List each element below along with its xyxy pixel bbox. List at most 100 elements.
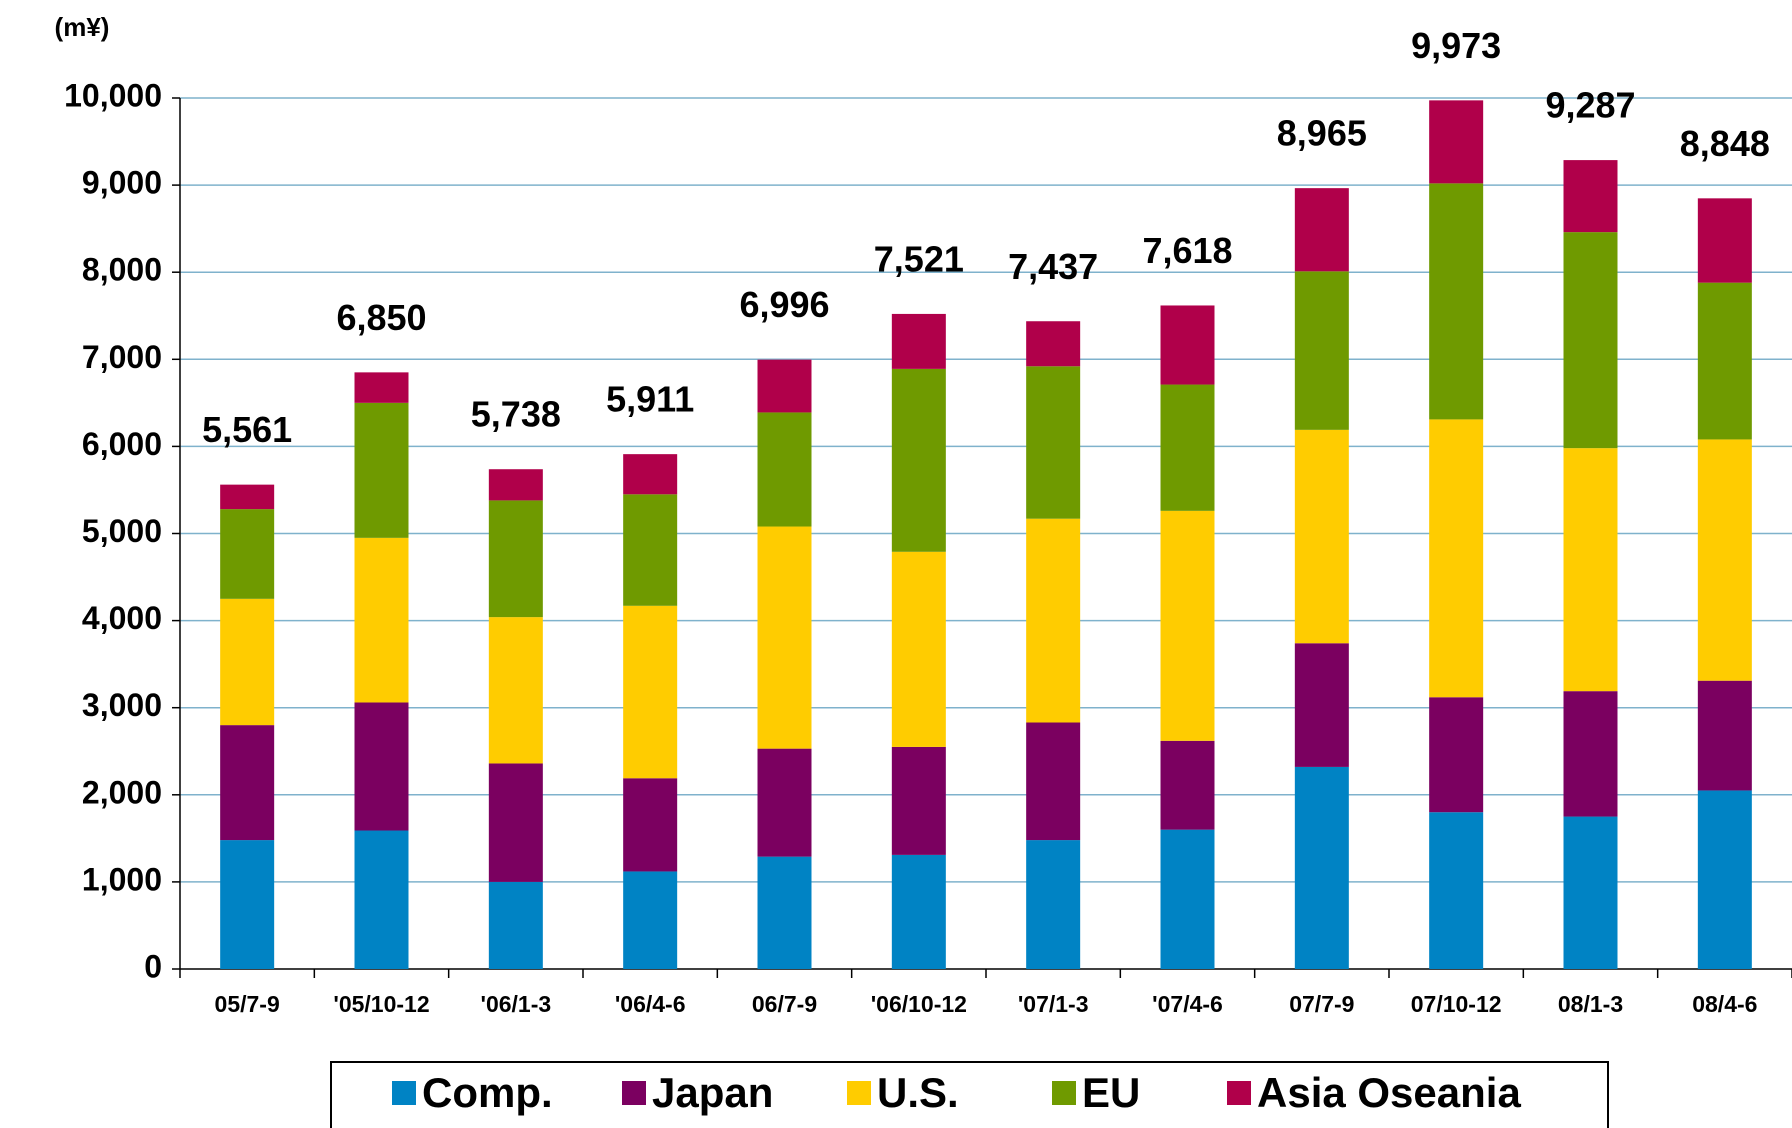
- y-tick-label: 6,000: [82, 426, 162, 462]
- bar-segment: [1563, 816, 1618, 969]
- bar-segment: [220, 840, 275, 969]
- y-tick-label: 3,000: [82, 687, 162, 723]
- x-tick-label: '06/4-6: [615, 991, 686, 1017]
- bar-segment: [891, 551, 946, 747]
- x-tick-label: 05/7-9: [215, 991, 280, 1017]
- bar-segment: [354, 830, 409, 969]
- bar-segment: [1697, 198, 1752, 283]
- legend-label: U.S.: [877, 1069, 959, 1116]
- bar-segment: [757, 526, 812, 749]
- bar-segment: [1160, 510, 1215, 741]
- bar-segment: [488, 500, 543, 618]
- total-label: 7,437: [1008, 246, 1098, 287]
- y-tick-label: 0: [144, 948, 162, 984]
- legend-label: EU: [1082, 1069, 1140, 1116]
- total-label: 9,287: [1545, 85, 1635, 126]
- bar-segment: [1294, 643, 1349, 767]
- y-tick-label: 8,000: [82, 252, 162, 288]
- y-tick-label: 10,000: [64, 77, 162, 113]
- x-tick-label: 06/7-9: [752, 991, 817, 1017]
- bar-segment: [757, 748, 812, 857]
- bar-segment: [220, 509, 275, 599]
- bar-segment: [891, 313, 946, 369]
- bar-segment: [757, 359, 812, 413]
- bar-segment: [1026, 722, 1081, 841]
- bar-segment: [757, 412, 812, 527]
- bar-segment: [220, 598, 275, 726]
- bar-segment: [1563, 448, 1618, 692]
- bar-segment: [623, 494, 678, 606]
- x-tick-label: '06/10-12: [871, 991, 967, 1017]
- legend-swatch: [1052, 1081, 1076, 1105]
- bar-segment: [1697, 282, 1752, 440]
- bar-segment: [354, 372, 409, 403]
- bar-segment: [1697, 439, 1752, 681]
- bar-segment: [1160, 384, 1215, 511]
- total-label: 7,618: [1142, 230, 1232, 271]
- y-tick-label: 7,000: [82, 339, 162, 375]
- bar-segment: [1429, 812, 1484, 969]
- y-tick-label: 4,000: [82, 600, 162, 636]
- bar-segment: [1563, 691, 1618, 817]
- bar-segment: [623, 605, 678, 779]
- legend-box: [330, 1061, 1609, 1128]
- legend-label: Asia Oseania: [1257, 1069, 1521, 1116]
- legend-swatch: [622, 1081, 646, 1105]
- bar-segment: [891, 746, 946, 855]
- total-label: 5,738: [471, 394, 561, 435]
- bar-segment: [488, 763, 543, 882]
- bar-segment: [757, 856, 812, 969]
- bar-segment: [623, 871, 678, 969]
- total-label: 6,996: [739, 284, 829, 325]
- x-tick-label: '07/1-3: [1018, 991, 1089, 1017]
- y-tick-label: 5,000: [82, 513, 162, 549]
- bar-segment: [1294, 766, 1349, 969]
- x-tick-label: '07/4-6: [1152, 991, 1223, 1017]
- x-tick-label: 08/1-3: [1558, 991, 1623, 1017]
- bar-segment: [1563, 232, 1618, 449]
- legend-label: Japan: [652, 1069, 773, 1116]
- x-tick-label: 08/4-6: [1692, 991, 1757, 1017]
- x-tick-label: 07/10-12: [1411, 991, 1502, 1017]
- bar-segment: [488, 617, 543, 764]
- legend-label: Comp.: [422, 1069, 553, 1116]
- bar-segment: [1697, 680, 1752, 791]
- bar-segment: [1429, 100, 1484, 184]
- bar-segment: [1026, 321, 1081, 367]
- bar-segment: [891, 368, 946, 552]
- legend-swatch: [392, 1081, 416, 1105]
- bar-segment: [1160, 829, 1215, 969]
- bar-segment: [354, 537, 409, 703]
- x-tick-label: '06/1-3: [480, 991, 551, 1017]
- y-tick-label: 1,000: [82, 861, 162, 897]
- bar-segment: [1160, 740, 1215, 830]
- bar-segment: [1429, 419, 1484, 698]
- bar-segment: [1429, 697, 1484, 813]
- bar-segment: [488, 881, 543, 969]
- y-axis-unit: (m¥): [55, 12, 110, 42]
- total-label: 5,911: [606, 379, 694, 420]
- bar-segment: [220, 484, 275, 510]
- legend-swatch: [1227, 1081, 1251, 1105]
- bar-segment: [1294, 429, 1349, 644]
- bar-segment: [1697, 790, 1752, 969]
- x-tick-label: '05/10-12: [333, 991, 429, 1017]
- bar-segment: [1429, 183, 1484, 420]
- bar-segment: [488, 469, 543, 501]
- bar-segment: [1026, 366, 1081, 519]
- bar-segment: [1294, 271, 1349, 430]
- bar-segment: [891, 854, 946, 969]
- bar-segment: [623, 778, 678, 872]
- bar-segment: [354, 402, 409, 538]
- bar-segment: [1563, 160, 1618, 233]
- total-label: 6,850: [336, 297, 426, 338]
- bar-segment: [220, 725, 275, 841]
- total-label: 8,848: [1680, 123, 1770, 164]
- bar-segment: [354, 702, 409, 831]
- bar-segment: [1026, 518, 1081, 723]
- total-label: 7,521: [874, 238, 964, 279]
- x-tick-label: 07/7-9: [1289, 991, 1354, 1017]
- y-tick-label: 9,000: [82, 165, 162, 201]
- bar-segment: [1026, 840, 1081, 969]
